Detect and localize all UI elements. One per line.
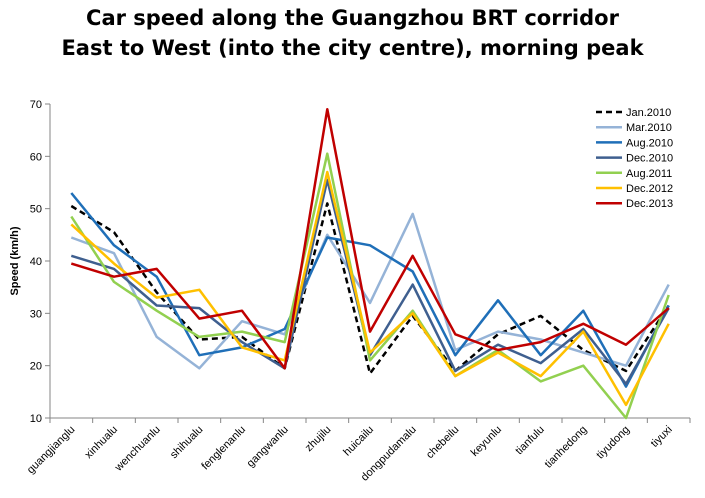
y-tick-label: 40 — [30, 256, 42, 268]
x-tick-label: wenchuanlu — [112, 424, 163, 475]
legend-label: Aug.2010 — [626, 137, 673, 149]
legend-label: Dec.2012 — [626, 183, 673, 195]
x-tick-label: tiyudong — [594, 424, 632, 462]
x-tick-label: shihualu — [168, 424, 205, 461]
legend-label: Mar.2010 — [626, 122, 672, 134]
x-tick-label: tiyuxi — [649, 424, 675, 450]
x-tick-label: gangwanlu — [245, 424, 291, 470]
legend-label: Dec.2013 — [626, 198, 673, 210]
x-tick-label: keyunlu — [469, 424, 504, 459]
series-line-dec-2013 — [70, 107, 670, 370]
series-line-dec-2012 — [70, 170, 670, 407]
x-tick-label: fenglenanlu — [199, 424, 248, 473]
chart-title-line2: East to West (into the city centre), mor… — [61, 36, 644, 60]
x-tick-label: guangjianglu — [25, 424, 78, 477]
x-tick-label: huicailu — [341, 424, 376, 459]
series-line-jan-2010 — [70, 202, 670, 375]
chart-title-line1: Car speed along the Guangzhou BRT corrid… — [86, 6, 619, 30]
series-line-aug-2010 — [70, 192, 670, 388]
y-tick-label: 20 — [30, 361, 42, 373]
x-tick-label: tianfulu — [513, 424, 547, 458]
legend-label: Aug.2011 — [626, 168, 672, 180]
x-tick-label: zhujilu — [303, 424, 334, 455]
y-tick-label: 30 — [30, 308, 42, 320]
y-tick-label: 70 — [30, 99, 42, 111]
y-tick-label: 60 — [30, 151, 42, 163]
y-axis-title: Speed (km/h) — [9, 226, 21, 295]
series-line-aug-2011 — [70, 152, 670, 420]
y-tick-label: 10 — [30, 413, 42, 425]
x-tick-label: tianhedong — [542, 424, 589, 471]
x-tick-label: xinhualu — [83, 424, 120, 461]
x-tick-label: chebeilu — [424, 424, 461, 461]
y-tick-label: 50 — [30, 204, 42, 216]
legend-label: Dec.2010 — [626, 153, 673, 165]
legend-label: Jan.2010 — [626, 107, 671, 119]
